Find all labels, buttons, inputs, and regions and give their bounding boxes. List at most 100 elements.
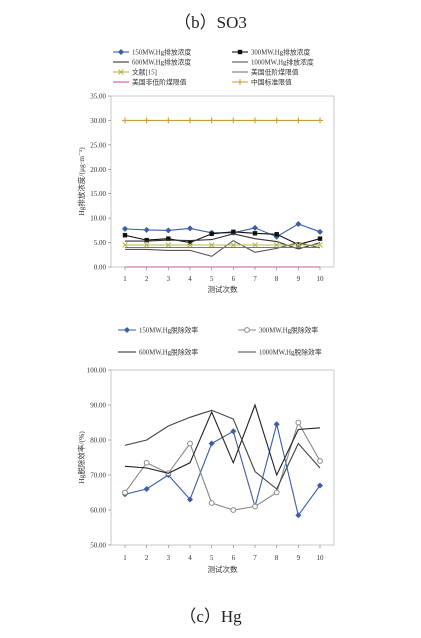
legend-item-6: 美国低阶煤限值	[232, 68, 299, 77]
data-point	[187, 440, 193, 447]
data-point	[252, 224, 258, 231]
data-point	[165, 242, 172, 248]
y-tick-label: 15.00	[90, 190, 106, 198]
data-point	[122, 242, 128, 248]
data-point	[187, 240, 193, 245]
data-point	[143, 242, 150, 248]
x-tick-label: 5	[210, 554, 214, 562]
data-point	[317, 458, 323, 464]
y-tick-label: 100.00	[87, 367, 107, 375]
legend-item-4: 1000MW,Hg排放浓度	[232, 58, 314, 67]
data-point	[187, 242, 193, 248]
legend-label: 美国非低阶煤限值	[132, 78, 187, 87]
legend-label: 美国低阶煤限值	[251, 68, 299, 77]
y-tick-label: 30.00	[90, 117, 106, 125]
data-point	[252, 242, 258, 248]
y-tick-label: 90.00	[90, 402, 106, 410]
series-line	[125, 239, 321, 257]
y-tick-label: 5.00	[94, 239, 107, 247]
y-tick-label: 50.00	[90, 542, 106, 550]
data-point	[273, 242, 280, 248]
x-tick-label: 6	[232, 275, 236, 283]
legend-swatch-marker	[118, 49, 124, 55]
legend-item-2: 300MW,Hg脱除效率	[238, 326, 318, 335]
series-line	[124, 223, 321, 238]
x-axis-title: 测试次数	[208, 284, 238, 294]
data-point	[317, 236, 323, 241]
series-4	[124, 409, 321, 490]
plot-frame	[110, 369, 335, 546]
x-tick-label: 1	[123, 275, 127, 283]
data-point	[295, 242, 302, 248]
data-point	[209, 231, 214, 236]
data-point	[143, 226, 150, 233]
data-point	[273, 117, 280, 124]
y-tick-label: 80.00	[90, 437, 106, 445]
y-axis-title: Hg脱除效率/(%)	[76, 431, 86, 484]
legend-item-1: 150MW,Hg脱除效率	[118, 326, 198, 335]
x-axis-title: 测试次数	[208, 564, 238, 574]
legend-swatch-marker	[237, 49, 243, 55]
data-point	[166, 236, 171, 241]
x-tick-label: 6	[232, 554, 236, 562]
x-tick-label: 4	[188, 554, 192, 562]
data-point	[187, 225, 193, 232]
legend-label: 150MW,Hg脱除效率	[139, 326, 198, 335]
x-tick-label: 1	[123, 554, 127, 562]
data-point	[273, 421, 280, 428]
data-point	[230, 507, 237, 513]
y-tick-label: 0.00	[94, 264, 107, 272]
data-point	[295, 221, 302, 228]
y-tick-label: 10.00	[90, 215, 106, 223]
data-point	[317, 482, 323, 489]
y-tick-label: 20.00	[90, 166, 106, 174]
x-tick-label: 3	[167, 275, 171, 283]
legend-item-8: 中国标准限值	[232, 78, 292, 87]
series-2	[122, 419, 323, 513]
data-point	[317, 228, 323, 235]
data-point	[230, 428, 237, 435]
x-tick-label: 9	[297, 554, 301, 562]
legend-item-3: 600MW,Hg脱除效率	[118, 348, 198, 357]
y-tick-label: 60.00	[90, 507, 106, 515]
series-8	[122, 117, 323, 124]
legend-label: 300MW,Hg排放浓度	[251, 48, 310, 57]
legend-label: 300MW,Hg脱除效率	[259, 326, 318, 335]
legend-swatch-marker	[237, 79, 243, 85]
x-tick-label: 2	[145, 554, 149, 562]
data-point	[208, 500, 215, 506]
series-2	[122, 229, 323, 247]
x-tick-label: 8	[275, 275, 279, 283]
legend-label: 1000MW,Hg脱除效率	[259, 348, 322, 357]
data-point	[274, 232, 279, 237]
legend-item-2: 300MW,Hg排放浓度	[232, 48, 310, 57]
data-point	[230, 242, 237, 248]
data-point	[122, 117, 128, 124]
series-line	[124, 231, 321, 246]
data-point	[208, 242, 215, 248]
data-point	[317, 117, 323, 124]
legend-item-7: 美国非低阶煤限值	[113, 78, 187, 87]
data-point	[143, 459, 150, 466]
y-tick-label: 70.00	[90, 472, 106, 480]
data-point	[252, 231, 258, 236]
data-point	[208, 440, 215, 447]
legend-item-3: 600MW,Hg排放浓度	[113, 58, 191, 67]
data-point	[143, 117, 150, 124]
legend-item-1: 150MW,Hg排放浓度	[113, 48, 191, 57]
figure-caption-b: （b）SO3	[174, 13, 247, 32]
data-point	[317, 242, 323, 248]
data-point	[187, 496, 193, 503]
series-5	[122, 242, 323, 248]
data-point	[252, 117, 258, 124]
data-point	[295, 117, 302, 124]
data-point	[187, 117, 193, 124]
data-point	[143, 486, 150, 492]
y-tick-label: 25.00	[90, 141, 106, 149]
series-3	[124, 403, 321, 477]
data-point	[231, 229, 236, 235]
x-tick-label: 5	[210, 275, 214, 283]
legend-swatch-marker	[124, 327, 130, 333]
data-point	[122, 225, 128, 232]
data-point	[295, 512, 302, 519]
